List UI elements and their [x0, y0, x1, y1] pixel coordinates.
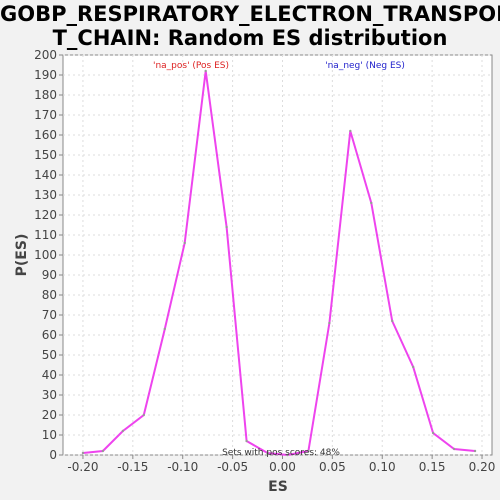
- y-tick-label: 0: [49, 448, 57, 462]
- data-point: [307, 449, 310, 453]
- x-axis-ticks: -0.20 -0.15 -0.10 -0.05 0.00 0.05 0.10 0.15 0.20: [67, 455, 495, 474]
- y-tick-label: 100: [34, 248, 57, 262]
- chart-title-line-1: GOBP_RESPIRATORY_ELECTRON_TRANSPOR: [0, 2, 500, 26]
- y-tick-label: 110: [34, 228, 57, 242]
- x-axis-label: ES: [268, 479, 288, 495]
- x-tick-label: -0.20: [67, 460, 98, 474]
- x-tick-label: 0.15: [419, 460, 446, 474]
- y-tick-label: 10: [42, 428, 57, 442]
- y-tick-label: 160: [34, 128, 57, 142]
- x-tick-label: -0.10: [167, 460, 198, 474]
- y-tick-label: 80: [42, 288, 57, 302]
- data-point: [328, 321, 331, 325]
- y-tick-label: 190: [34, 68, 57, 82]
- y-tick-label: 180: [34, 88, 57, 102]
- data-point: [163, 327, 166, 331]
- series-points: [81, 69, 477, 457]
- x-tick-label: -0.05: [217, 460, 248, 474]
- data-point: [473, 449, 477, 453]
- data-point: [391, 319, 394, 323]
- data-point: [431, 431, 435, 435]
- plot-area: [62, 54, 493, 456]
- data-point: [225, 225, 228, 229]
- chart-title-line-2: T_CHAIN: Random ES distribution: [52, 26, 448, 50]
- y-tick-label: 30: [42, 388, 57, 402]
- chart-title: GOBP_RESPIRATORY_ELECTRON_TRANSPOR T_CHA…: [0, 2, 500, 50]
- annotation-pos-scores: Sets with pos scores: 48%: [222, 448, 340, 458]
- y-tick-label: 90: [42, 268, 57, 282]
- y-tick-label: 120: [34, 208, 57, 222]
- series-line: [82, 70, 476, 457]
- y-axis-label: P(ES): [14, 234, 30, 277]
- y-tick-label: 140: [34, 168, 57, 182]
- annotation-pos: 'na_pos' (Pos ES): [153, 61, 229, 71]
- data-point: [286, 453, 289, 457]
- data-point: [245, 439, 248, 443]
- y-tick-label: 150: [34, 148, 57, 162]
- y-tick-label: 200: [34, 48, 57, 62]
- data-point: [349, 129, 352, 133]
- y-tick-label: 50: [42, 348, 57, 362]
- grid-lines: [63, 54, 492, 456]
- x-tick-label: 0.05: [319, 460, 346, 474]
- y-tick-label: 170: [34, 108, 57, 122]
- data-point: [121, 429, 125, 433]
- y-tick-label: 40: [42, 368, 57, 382]
- x-tick-label: 0.20: [469, 460, 496, 474]
- data-point: [183, 241, 186, 245]
- data-point: [452, 447, 456, 451]
- y-axis-ticks: 0 10 20 30 40 50 60 70 80 90 100 110 120 130 140 150 160…: [34, 48, 63, 462]
- data-point: [81, 451, 85, 455]
- annotation-neg: 'na_neg' (Neg ES): [325, 61, 405, 71]
- y-tick-label: 70: [42, 308, 57, 322]
- data-point: [266, 451, 269, 455]
- data-point: [142, 413, 146, 417]
- x-tick-label: 0.00: [269, 460, 296, 474]
- x-tick-label: -0.15: [117, 460, 148, 474]
- data-point: [370, 201, 373, 205]
- data-point: [411, 365, 415, 369]
- data-point: [204, 69, 207, 73]
- x-tick-label: 0.10: [369, 460, 396, 474]
- data-point: [101, 449, 105, 453]
- y-tick-label: 130: [34, 188, 57, 202]
- y-tick-label: 20: [42, 408, 57, 422]
- y-tick-label: 60: [42, 328, 57, 342]
